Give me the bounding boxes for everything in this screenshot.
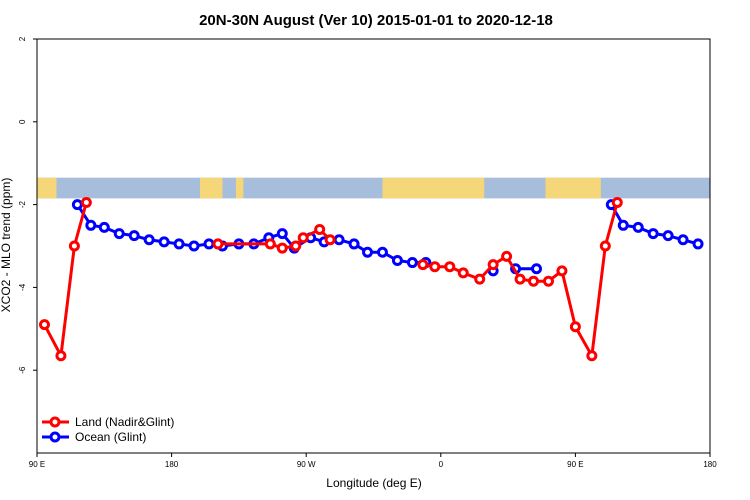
world-map-band	[37, 177, 710, 199]
data-point	[617, 219, 629, 231]
data-point	[85, 219, 97, 231]
x-tick-label: 90 E	[29, 460, 45, 469]
y-tick-label: -2	[18, 200, 27, 208]
y-axis: 2 0 -2 -4 -6	[18, 36, 37, 374]
data-point	[264, 238, 276, 250]
plot-frame	[36, 38, 711, 454]
map-land	[235, 177, 244, 199]
series-land	[38, 197, 623, 362]
data-point	[314, 223, 326, 235]
data-point	[444, 261, 456, 273]
data-point	[528, 275, 540, 287]
data-point	[276, 242, 288, 254]
data-point	[474, 273, 486, 285]
series-layer	[38, 197, 704, 362]
y-axis-label: XCO2 - MLO trend (ppm)	[0, 178, 13, 313]
data-point	[376, 246, 388, 258]
x-tick-label: 90 E	[567, 460, 583, 469]
data-point	[203, 238, 215, 250]
data-point	[611, 197, 623, 209]
series-line	[43, 202, 88, 358]
data-point	[501, 250, 513, 262]
y-tick-label: 2	[18, 36, 27, 41]
data-point	[531, 263, 543, 275]
map-ocean	[37, 177, 710, 199]
y-tick-label: 0	[18, 119, 27, 124]
data-point	[143, 234, 155, 246]
data-point	[586, 350, 598, 362]
x-tick-label: 180	[703, 460, 717, 469]
data-point	[276, 228, 288, 240]
data-point	[348, 238, 360, 250]
map-land	[382, 177, 485, 199]
legend-swatch-marker	[49, 431, 61, 443]
data-point	[55, 350, 67, 362]
data-point	[297, 232, 309, 244]
data-point	[556, 265, 568, 277]
map-land	[545, 177, 601, 199]
data-point	[569, 321, 581, 333]
data-point	[647, 228, 659, 240]
data-point	[98, 221, 110, 233]
data-point	[391, 254, 403, 266]
data-point	[406, 257, 418, 269]
x-tick-label: 0	[439, 460, 444, 469]
data-point	[362, 246, 374, 258]
data-point	[692, 238, 704, 250]
y-tick-label: -6	[18, 366, 27, 374]
data-point	[173, 238, 185, 250]
legend-label: Ocean (Glint)	[75, 430, 146, 444]
data-point	[38, 319, 50, 331]
legend-swatch-marker	[49, 416, 61, 428]
data-point	[68, 240, 80, 252]
data-point	[662, 230, 674, 242]
data-point	[113, 228, 125, 240]
data-point	[188, 240, 200, 252]
map-land	[37, 177, 57, 199]
map-land	[200, 177, 223, 199]
data-point	[324, 234, 336, 246]
y-tick-label: -4	[18, 283, 27, 291]
data-point	[457, 267, 469, 279]
data-point	[599, 240, 611, 252]
legend: Land (Nadir&Glint)Ocean (Glint)	[42, 415, 174, 444]
data-point	[487, 259, 499, 271]
data-point	[290, 240, 302, 252]
data-point	[542, 275, 554, 287]
x-tick-label: 180	[165, 460, 179, 469]
data-point	[632, 221, 644, 233]
data-point	[128, 230, 140, 242]
x-axis: 90 E 180 90 W 0 90 E 180	[29, 453, 717, 469]
data-point	[71, 199, 83, 211]
data-point	[333, 234, 345, 246]
data-point	[80, 197, 92, 209]
x-axis-label: Longitude (deg E)	[326, 476, 421, 490]
chart-title: 20N-30N August (Ver 10) 2015-01-01 to 20…	[199, 12, 553, 29]
data-point	[212, 238, 224, 250]
data-point	[429, 261, 441, 273]
data-point	[677, 234, 689, 246]
x-tick-label: 90 W	[297, 460, 316, 469]
data-point	[158, 236, 170, 248]
data-point	[514, 273, 526, 285]
data-point	[417, 259, 429, 271]
legend-label: Land (Nadir&Glint)	[75, 415, 174, 429]
